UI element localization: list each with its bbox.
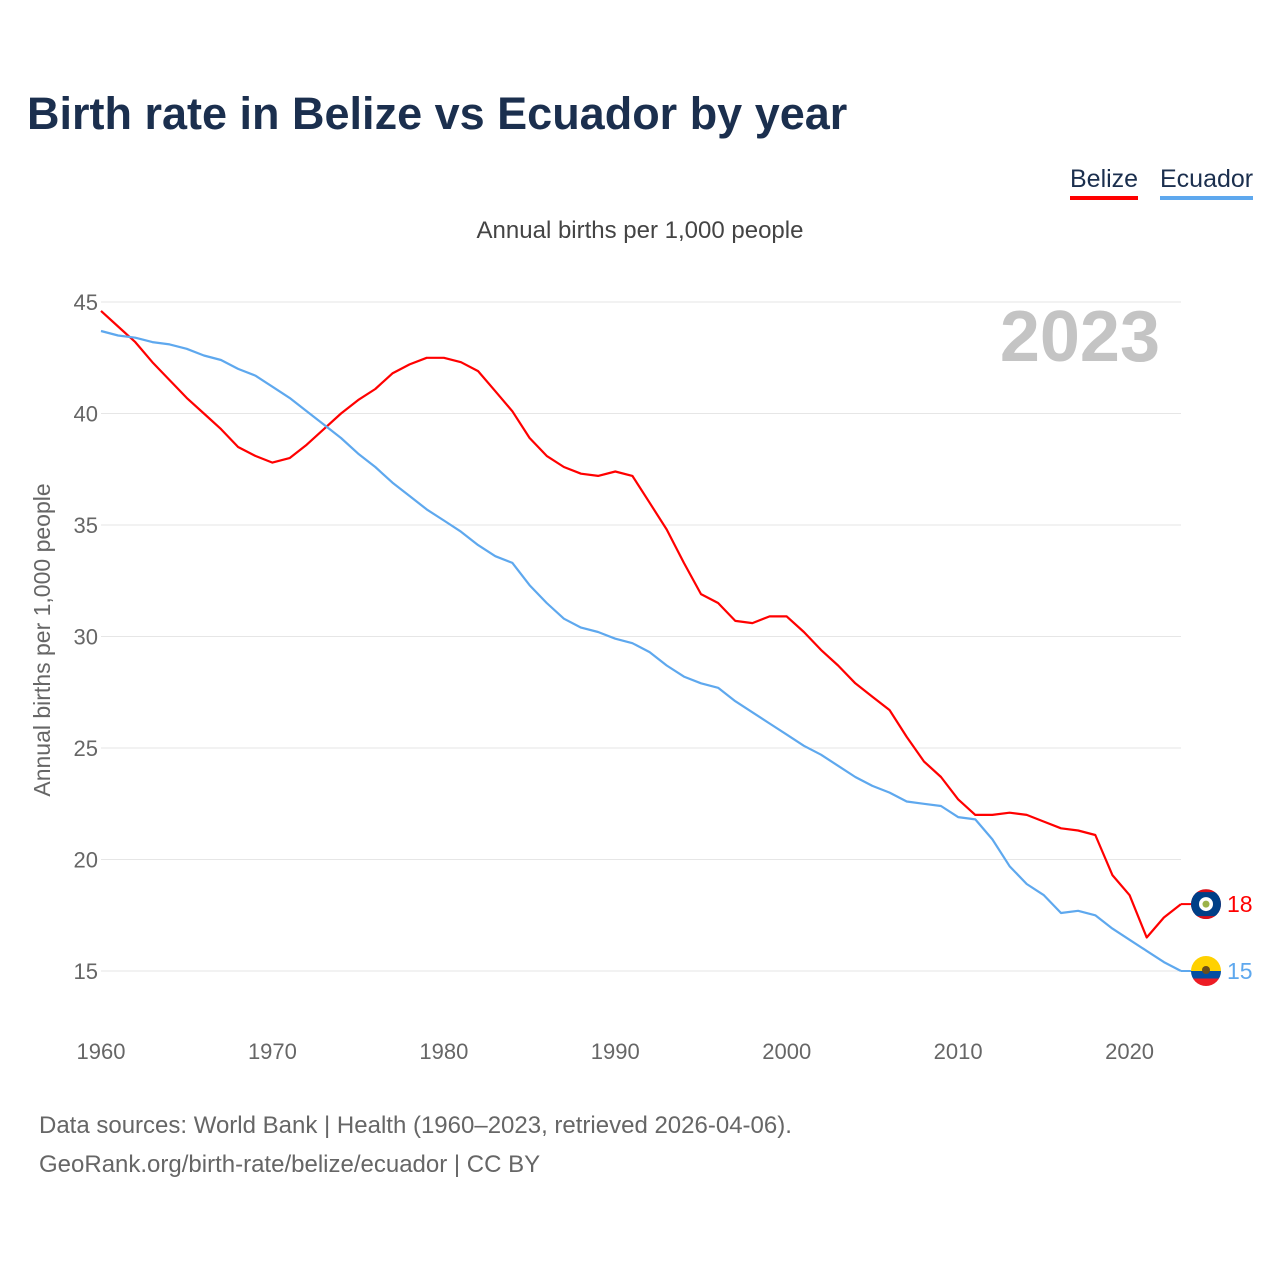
year-label: 2023: [1000, 297, 1160, 377]
series-line-belize: [100, 310, 1182, 939]
chart-subtitle: Annual births per 1,000 people: [476, 217, 804, 244]
y-tick-label: 40: [74, 402, 98, 427]
y-tick-label: 35: [74, 513, 98, 538]
source-note: Data sources: World Bank | Health (1960–…: [39, 1106, 792, 1184]
x-tick-label: 1960: [77, 1039, 126, 1064]
y-tick-label: 15: [74, 959, 98, 984]
y-tick-label: 25: [74, 736, 98, 761]
source-line-2[interactable]: GeoRank.org/birth-rate/belize/ecuador | …: [39, 1151, 541, 1178]
source-line-1: Data sources: World Bank | Health (1960–…: [39, 1112, 792, 1139]
chart-title: Birth rate in Belize vs Ecuador by year: [27, 88, 848, 139]
x-tick-label: 1990: [591, 1039, 640, 1064]
y-tick-label: 45: [74, 290, 98, 315]
y-axis-label: Annual births per 1,000 people: [29, 483, 55, 796]
x-tick-label: 2020: [1105, 1039, 1154, 1064]
legend-belize[interactable]: Belize: [1070, 165, 1139, 200]
flag-ecuador-icon: [1191, 956, 1221, 986]
x-tick-label: 2000: [762, 1039, 811, 1064]
flag-belize-icon: [1191, 889, 1221, 920]
series-line-ecuador: [100, 329, 1182, 972]
end-value-label-belize: 18: [1227, 891, 1253, 917]
y-tick-label: 20: [74, 848, 98, 873]
legend-ecuador[interactable]: Ecuador: [1160, 165, 1254, 200]
x-tick-label: 1970: [248, 1039, 297, 1064]
end-value-label-ecuador: 15: [1227, 958, 1253, 984]
x-tick-label: 2010: [934, 1039, 983, 1064]
x-tick-label: 1980: [419, 1039, 468, 1064]
y-tick-label: 30: [74, 625, 98, 650]
